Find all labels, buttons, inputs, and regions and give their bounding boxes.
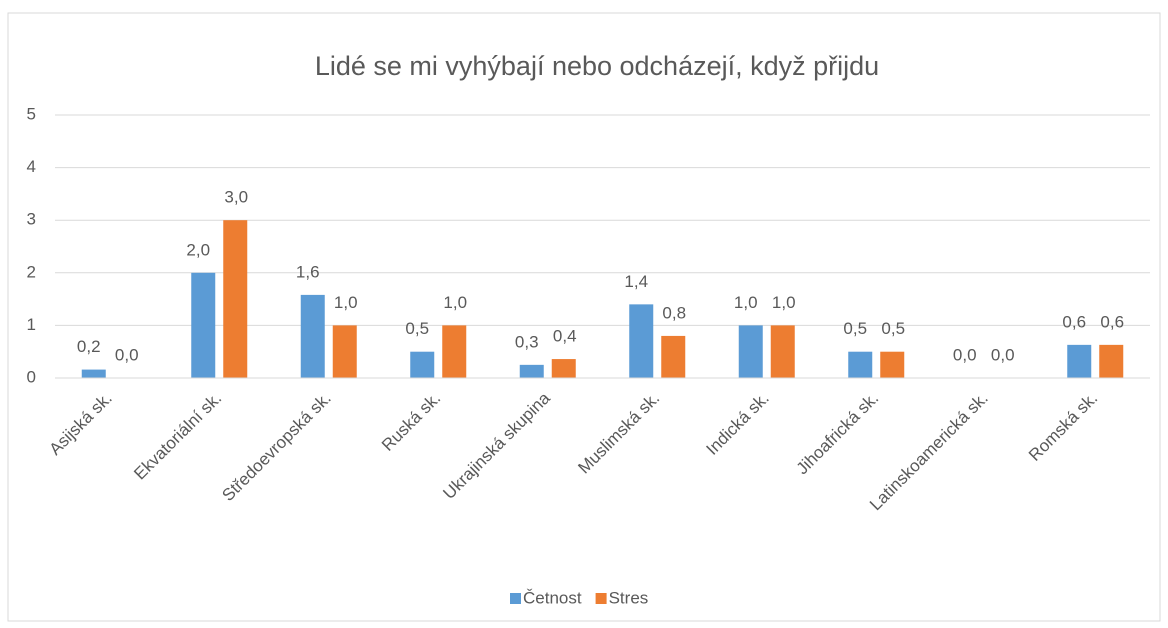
bar	[332, 325, 357, 378]
data-label: 3,0	[224, 188, 248, 207]
data-label: 0,5	[843, 319, 867, 338]
data-label: 0,6	[1062, 312, 1086, 331]
data-label: 0,3	[515, 332, 539, 351]
data-label: 0,0	[991, 345, 1015, 364]
bar	[81, 369, 106, 378]
bar	[442, 325, 467, 378]
bar	[191, 272, 216, 378]
y-tick-label: 0	[27, 367, 36, 386]
data-label: 2,0	[186, 240, 210, 259]
bar	[1099, 344, 1124, 378]
chart-border	[7, 12, 1161, 622]
bar	[629, 304, 654, 378]
data-label: 0,0	[115, 345, 139, 364]
data-label: 0,4	[553, 327, 577, 346]
data-label: 0,8	[662, 303, 686, 322]
y-tick-label: 4	[27, 157, 36, 176]
y-tick-label: 2	[27, 262, 36, 281]
legend-swatch	[595, 593, 607, 604]
data-label: 0,5	[405, 319, 429, 338]
bar	[300, 294, 325, 378]
y-tick-label: 1	[27, 315, 36, 334]
bar	[661, 335, 686, 378]
data-label: 1,0	[443, 293, 467, 312]
data-label: 1,0	[334, 293, 358, 312]
data-label: 1,0	[734, 293, 758, 312]
bar	[519, 364, 544, 378]
data-label: 0,5	[881, 319, 905, 338]
legend-swatch	[510, 593, 521, 604]
data-label: 1,4	[624, 272, 648, 291]
data-label: 1,6	[296, 262, 320, 281]
data-label: 0,2	[77, 337, 101, 356]
bar	[770, 325, 795, 378]
bar	[848, 351, 873, 378]
bar	[223, 220, 248, 378]
bar	[738, 325, 763, 378]
bar	[1067, 344, 1092, 378]
y-tick-label: 3	[27, 210, 36, 229]
legend-label: Četnost	[523, 588, 582, 607]
data-label: 1,0	[772, 293, 796, 312]
bar	[551, 359, 576, 378]
data-label: 0,0	[953, 345, 977, 364]
bar	[410, 351, 435, 378]
y-tick-label: 5	[27, 104, 36, 123]
chart-title: Lidé se mi vyhýbají nebo odcházejí, když…	[315, 51, 879, 81]
data-label: 0,6	[1100, 312, 1124, 331]
legend-label: Stres	[609, 588, 649, 607]
bar	[880, 351, 905, 378]
